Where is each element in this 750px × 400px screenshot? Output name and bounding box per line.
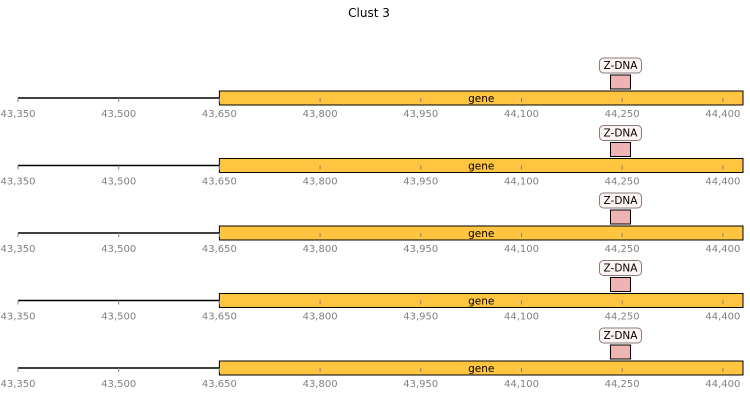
gene-label: gene [468,296,494,308]
zdna-label: Z-DNA [604,128,639,140]
tick-label: 43,950 [403,312,438,323]
tick-label: 44,100 [504,109,539,120]
tick-label: 43,950 [403,244,438,255]
track-1: gene Z-DNA 43,350 43,500 43,650 43,800 43,950 4… [1,57,744,120]
tracks-group: gene Z-DNA 43,350 43,500 43,650 43,800 43,950 4… [1,57,744,390]
tick-label: 43,800 [303,379,338,390]
tick-label: 44,250 [605,109,640,120]
tick-label: 43,950 [403,177,438,188]
tick-label: 43,500 [101,177,136,188]
zdna-box [609,277,631,292]
tick-label: 43,800 [303,312,338,323]
zdna-label: Z-DNA [604,195,639,207]
tick-label: 44,400 [705,312,740,323]
zdna-label: Z-DNA [604,330,639,342]
track-5: gene Z-DNA 43,350 43,500 43,650 43,800 43,950 4… [1,327,744,390]
tick-label: 43,800 [303,244,338,255]
tick-label: 44,250 [605,312,640,323]
tick-label: 43,500 [101,379,136,390]
tick-label: 43,650 [202,312,237,323]
tick-label: 43,650 [202,177,237,188]
tick-label: 44,100 [504,177,539,188]
tick-label: 43,500 [101,109,136,120]
gene-label: gene [468,93,494,105]
tick-label: 43,650 [202,109,237,120]
tick-label: 43,650 [202,244,237,255]
gene-label: gene [468,161,494,173]
tick-label: 44,250 [605,244,640,255]
tick-label: 43,350 [1,109,36,120]
tick-label: 44,100 [504,244,539,255]
diagram-title: Clust 3 [348,6,390,20]
tick-label: 43,350 [1,379,36,390]
tick-label: 43,950 [403,379,438,390]
tick-label: 44,400 [705,177,740,188]
zdna-label: Z-DNA [604,60,639,72]
tick-label: 43,350 [1,312,36,323]
track-4: gene Z-DNA 43,350 43,500 43,650 43,800 43,950 4… [1,260,744,323]
zdna-box [609,74,631,90]
zdna-label: Z-DNA [604,263,639,275]
zdna-label-box [598,260,642,276]
zdna-box [609,142,631,157]
gene-label: gene [468,363,494,375]
tick-label: 43,350 [1,244,36,255]
tick-label: 43,800 [303,177,338,188]
zdna-label-box [598,192,642,209]
tick-label: 43,650 [202,379,237,390]
tick-label: 44,100 [504,379,539,390]
tick-label: 43,500 [101,244,136,255]
track-2: gene Z-DNA 43,350 43,500 43,650 43,800 43,950 4… [1,125,744,188]
tick-label: 44,400 [705,379,740,390]
track-3: gene Z-DNA 43,350 43,500 43,650 43,800 43,950 4… [1,192,744,255]
gene-label: gene [468,228,494,240]
tick-label: 44,250 [605,379,640,390]
tick-label: 44,400 [705,244,740,255]
tick-label: 43,800 [303,109,338,120]
zdna-box [609,344,631,360]
zdna-label-box [598,327,642,344]
zdna-label-box [598,125,642,141]
tick-label: 44,100 [504,312,539,323]
zdna-box [609,209,631,225]
zdna-label-box [598,57,642,74]
tick-label: 43,950 [403,109,438,120]
tick-label: 43,350 [1,177,36,188]
tick-label: 44,250 [605,177,640,188]
tick-label: 43,500 [101,312,136,323]
tick-label: 44,400 [705,109,740,120]
